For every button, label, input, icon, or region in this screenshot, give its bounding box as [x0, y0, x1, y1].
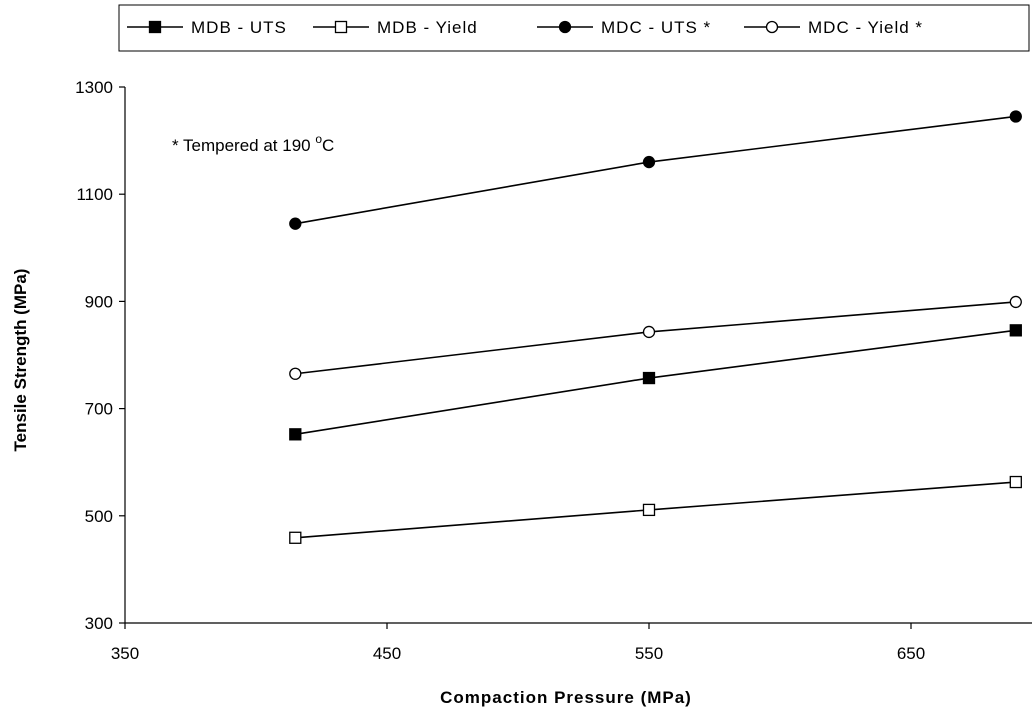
data-point [1009, 110, 1022, 123]
y-tick-label: 500 [85, 507, 113, 526]
legend-label: MDB - UTS [191, 18, 287, 37]
series-3 [289, 295, 1022, 380]
data-point [642, 371, 656, 385]
series-line [295, 301, 1016, 375]
y-tick-label: 1100 [76, 185, 113, 204]
legend-label: MDC - Yield * [808, 18, 923, 37]
legend-box [118, 4, 1030, 52]
legend-label: MDB - Yield [377, 18, 478, 37]
x-tick-label: 550 [635, 644, 663, 663]
x-tick-label: 350 [111, 644, 139, 663]
data-point [1009, 324, 1022, 337]
annotation-suffix: C [322, 136, 334, 155]
data-point [289, 367, 302, 380]
legend: MDB - UTS MDB - Yield MDC - UTS * MDC - Yie… [118, 4, 1030, 52]
x-axis-title: Compaction Pressure (MPa) [440, 688, 692, 707]
axes: 300 500 700 900 1100 1300 350 450 550 650 [75, 78, 1032, 663]
legend-entry-2: MDC - UTS * [537, 18, 711, 37]
data-point [289, 428, 302, 441]
series-line [295, 481, 1016, 539]
legend-entry-1: MDB - Yield [313, 18, 478, 37]
series-line [295, 115, 1016, 225]
data-point [642, 155, 656, 169]
series-1 [289, 475, 1022, 544]
y-tick-label: 1300 [75, 78, 113, 97]
data-point [642, 325, 656, 339]
annotation-superscript: o [315, 132, 322, 146]
y-tick-label: 900 [85, 292, 113, 311]
data-point [289, 531, 302, 544]
series-2 [289, 110, 1022, 230]
x-tick-label: 450 [373, 644, 401, 663]
series-line [295, 329, 1016, 436]
data-point [1009, 295, 1022, 309]
series-0 [289, 324, 1022, 441]
data-point [642, 503, 656, 517]
tempered-annotation: * Tempered at 190 oC [172, 132, 334, 155]
x-tick-label: 650 [897, 644, 925, 663]
legend-entry-0: MDB - UTS [127, 18, 287, 37]
y-tick-label: 300 [85, 614, 113, 633]
legend-label: MDC - UTS * [601, 18, 711, 37]
y-tick-label: 700 [85, 400, 113, 419]
data-point [289, 217, 302, 230]
legend-entry-3: MDC - Yield * [744, 18, 923, 37]
data-point [334, 20, 348, 34]
data-point [558, 20, 572, 34]
series-layer [289, 110, 1022, 544]
data-point [1009, 475, 1022, 489]
annotation-prefix: * Tempered at 190 [172, 136, 315, 155]
data-point [765, 20, 779, 34]
data-point [148, 20, 162, 34]
y-axis-title: Tensile Strength (MPa) [11, 269, 30, 452]
